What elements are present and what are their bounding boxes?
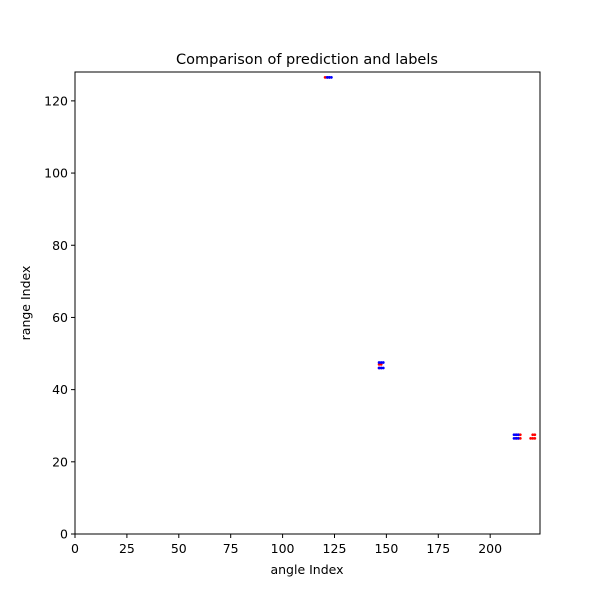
y-tick-label: 0 <box>60 527 68 542</box>
y-tick-label: 80 <box>52 238 68 253</box>
scatter-point-series-1 <box>531 436 535 440</box>
scatter-point-series-2 <box>512 436 516 440</box>
scatter-point-series-2 <box>379 366 383 370</box>
scatter-point-series-1 <box>518 433 522 437</box>
x-tick-label: 100 <box>271 541 295 556</box>
y-tick-label: 100 <box>44 166 68 181</box>
scatter-point-series-2 <box>514 436 518 440</box>
x-axis-label: angle Index <box>270 562 343 577</box>
y-tick-label: 60 <box>52 310 68 325</box>
data-points <box>323 76 537 440</box>
x-tick-label: 200 <box>478 541 502 556</box>
scatter-point-series-2 <box>381 366 385 370</box>
y-axis-ticks: 0 20 40 60 80 100 120 <box>44 93 75 542</box>
x-tick-label: 150 <box>374 541 398 556</box>
y-tick-label: 20 <box>52 454 68 469</box>
y-tick-label: 40 <box>52 382 68 397</box>
scatter-point-series-2 <box>516 436 520 440</box>
scatter-point-series-2 <box>377 361 381 364</box>
scatter-point-series-2 <box>377 366 381 370</box>
scatter-point-series-1 <box>533 433 537 437</box>
y-axis-label: range Index <box>18 266 33 341</box>
x-axis-ticks: 0 25 50 75 100 125 150 175 200 <box>71 534 502 556</box>
x-tick-label: 50 <box>171 541 187 556</box>
x-tick-label: 0 <box>71 541 79 556</box>
scatter-point-series-2 <box>514 433 518 437</box>
scatter-point-series-1 <box>518 436 522 440</box>
scatter-point-series-1 <box>529 436 533 440</box>
x-tick-label: 175 <box>426 541 450 556</box>
scatter-point-series-2 <box>512 433 516 437</box>
x-tick-label: 75 <box>223 541 239 556</box>
plot-frame <box>74 71 541 535</box>
scatter-point-series-1 <box>531 433 535 437</box>
y-tick-label: 120 <box>44 93 68 108</box>
scatter-point-series-2 <box>329 76 333 79</box>
chart-title: Comparison of prediction and labels <box>176 52 438 68</box>
x-tick-label: 125 <box>323 541 347 556</box>
scatter-point-series-2 <box>325 76 329 79</box>
scatter-point-series-1 <box>323 76 327 79</box>
scatter-point-series-2 <box>381 361 385 364</box>
scatter-point-series-1 <box>533 436 537 440</box>
x-tick-label: 25 <box>119 541 135 556</box>
scatter-point-series-2 <box>516 433 520 437</box>
scatter-point-series-2 <box>379 361 383 364</box>
scatter-point-series-2 <box>327 76 331 79</box>
